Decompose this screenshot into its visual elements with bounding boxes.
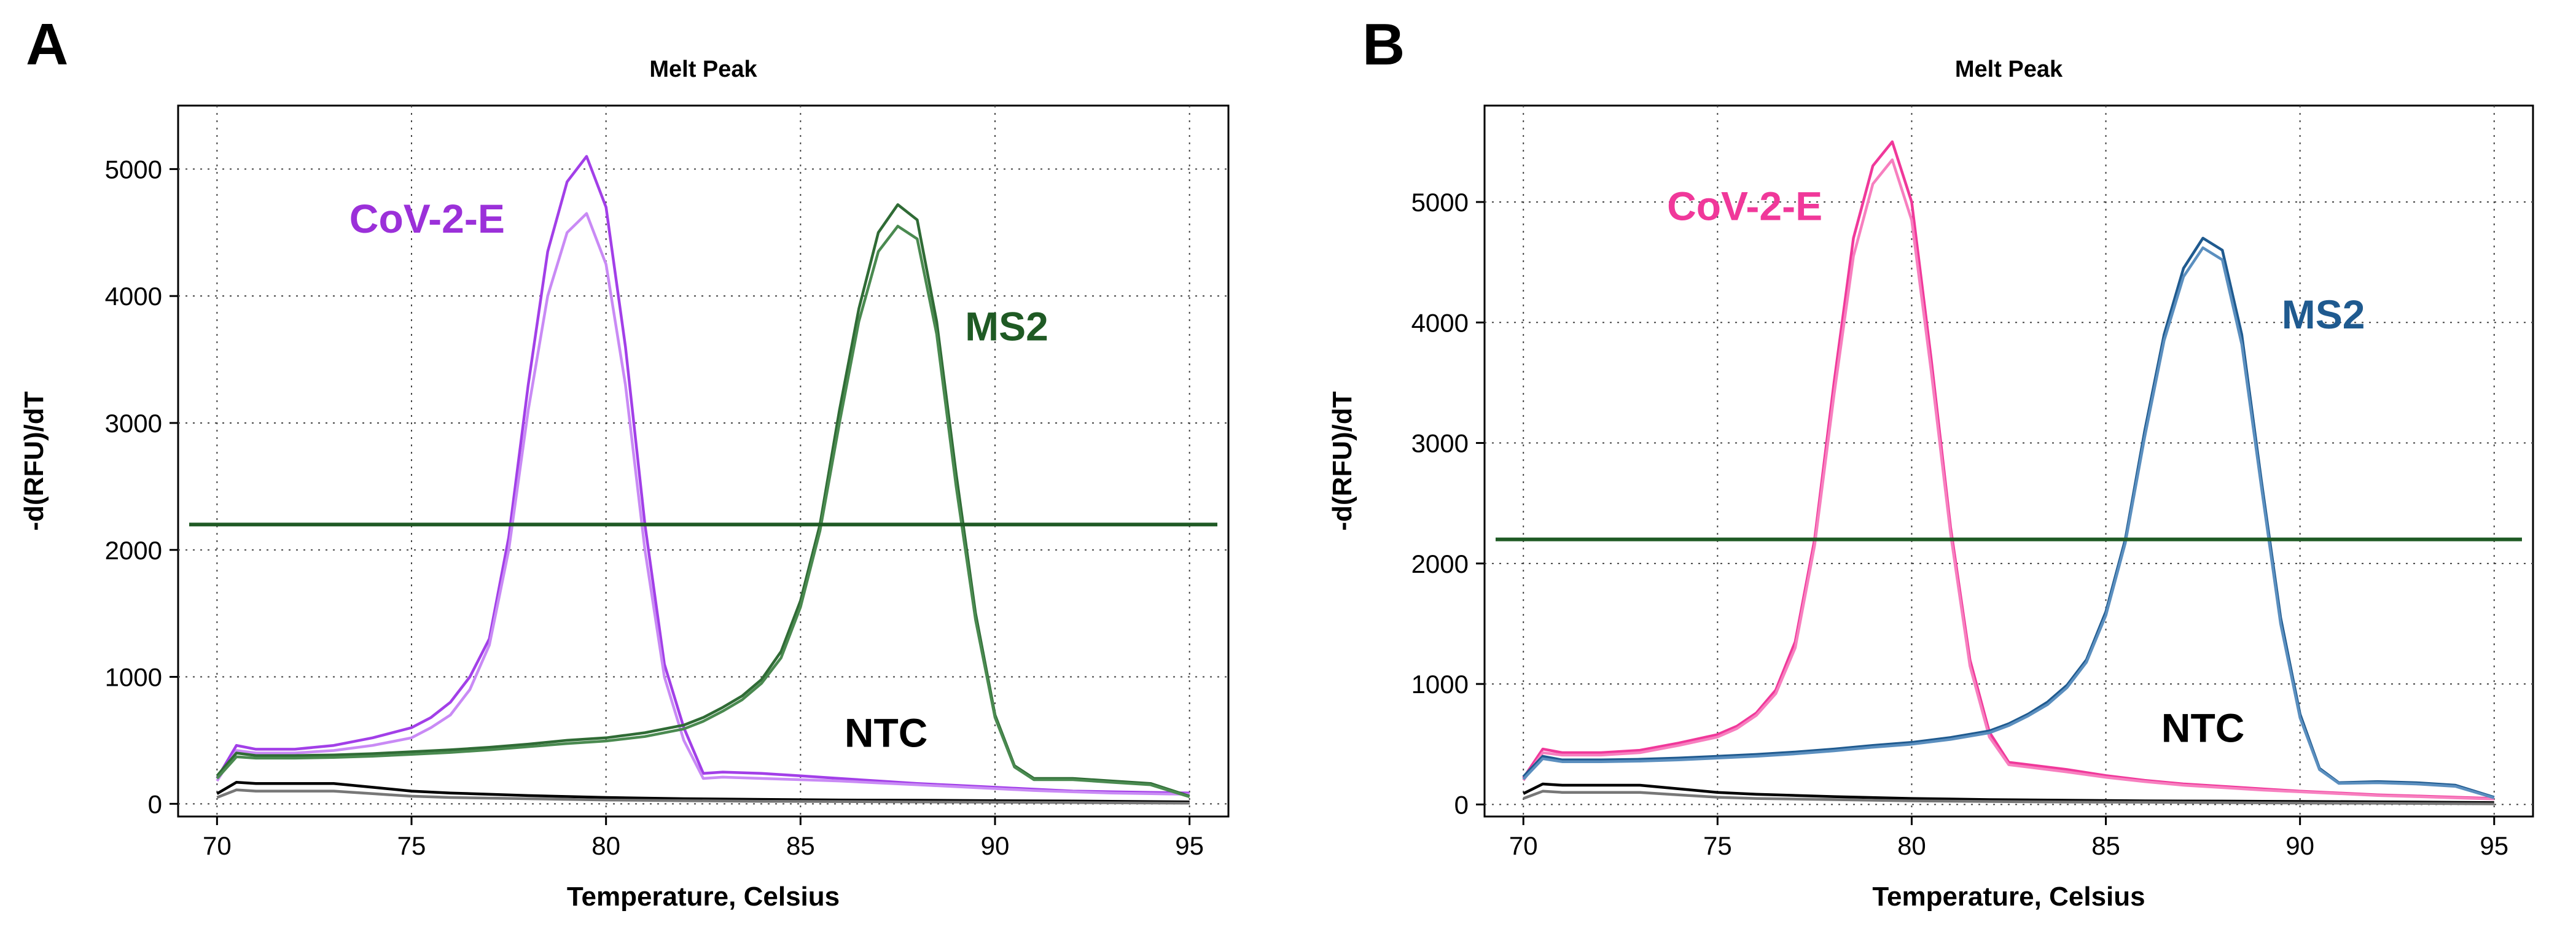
- y-tick-label: 0: [148, 790, 162, 818]
- x-tick-label: 85: [786, 831, 815, 860]
- x-tick-label: 80: [1897, 831, 1926, 860]
- x-tick-label: 70: [203, 831, 232, 860]
- series-line-ntc-rep-2: [1523, 790, 2494, 805]
- annotation-ms2: MS2: [965, 304, 1048, 349]
- y-tick-label: 3000: [1411, 429, 1469, 458]
- plot-area: [177, 104, 1230, 818]
- y-tick-label: 3000: [105, 409, 162, 438]
- panel-b: B Melt Peak 70 75 80 85 90 95 0 1000 2000 3000 4000 5…: [1327, 12, 2534, 912]
- annotation-ntc: NTC: [2161, 705, 2245, 750]
- annotation-ms2: MS2: [2282, 292, 2365, 337]
- x-tick-label: 85: [2091, 831, 2120, 860]
- chart-title: Melt Peak: [649, 56, 757, 82]
- series-group: [216, 155, 1190, 805]
- x-axis-label: Temperature, Celsius: [1872, 882, 2145, 912]
- y-tick-label: 4000: [105, 282, 162, 311]
- panel-label: A: [26, 12, 68, 77]
- x-axis-label: Temperature, Celsius: [567, 882, 840, 912]
- annotation-cov-2-e: CoV-2-E: [1667, 183, 1822, 228]
- x-tick-label: 95: [1175, 831, 1204, 860]
- x-tick-label: 95: [2480, 831, 2508, 860]
- series-group: [1522, 140, 2495, 805]
- x-tick-label: 70: [1509, 831, 1538, 860]
- y-axis-label: -d(RFU)/dT: [1327, 391, 1357, 530]
- y-axis-label: -d(RFU)/dT: [19, 391, 49, 530]
- y-tick-label: 2000: [1411, 549, 1469, 578]
- y-tick-label: 0: [1454, 790, 1469, 819]
- y-tick-label: 1000: [1411, 670, 1469, 699]
- y-tick-label: 5000: [1411, 188, 1469, 217]
- series-line-ms2-rep-2: [216, 225, 1190, 799]
- panel-a: A Melt Peak 70 75 80 85 90 95 0 1000 2000 3000 4000 5…: [19, 12, 1230, 912]
- annotation-ntc: NTC: [845, 710, 928, 755]
- panel-label: B: [1362, 12, 1405, 77]
- plot-area: [1483, 104, 2534, 818]
- series-line-ms2-rep-2: [1522, 246, 2495, 799]
- y-tick-label: 5000: [105, 155, 162, 184]
- series-line-cov-2-e-rep-2: [1522, 158, 2494, 801]
- series-line-ntc-rep-2: [216, 788, 1190, 805]
- series-line-ntc-rep-1: [216, 780, 1190, 804]
- y-tick-label: 2000: [105, 536, 162, 565]
- y-tick-label: 4000: [1411, 308, 1469, 337]
- chart-title: Melt Peak: [1955, 56, 2063, 82]
- x-tick-label: 90: [981, 831, 1010, 860]
- x-tick-label: 75: [1703, 831, 1732, 860]
- annotation-cov-2-e: CoV-2-E: [349, 196, 505, 241]
- series-line-ntc-rep-1: [1523, 782, 2494, 804]
- x-tick-label: 80: [591, 831, 620, 860]
- series-line-cov-2-e-rep-2: [216, 212, 1190, 796]
- x-tick-label: 90: [2285, 831, 2314, 860]
- x-tick-label: 75: [397, 831, 426, 860]
- y-tick-label: 1000: [105, 663, 162, 692]
